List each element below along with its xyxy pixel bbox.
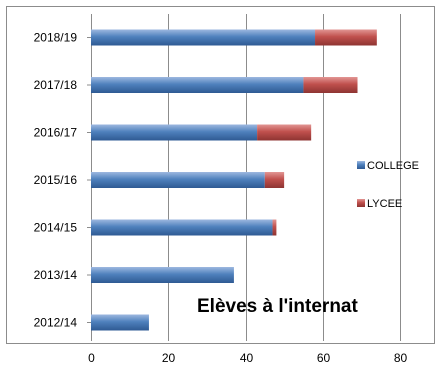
bar-lycee-2018-19 bbox=[315, 29, 377, 46]
legend-label-college: COLLEGE bbox=[367, 160, 419, 172]
x-tick-label-60: 60 bbox=[317, 351, 331, 365]
y-tick-label-2012-14: 2012/14 bbox=[34, 316, 78, 330]
bar-lycee-2016-17 bbox=[257, 124, 312, 141]
bar-college-2017-18 bbox=[91, 77, 304, 93]
bar-college-2014-15 bbox=[91, 219, 273, 236]
bar-college-2018-19 bbox=[91, 29, 316, 46]
legend-swatch-college bbox=[357, 161, 365, 169]
y-tick-label-2017-18: 2017/18 bbox=[34, 78, 78, 92]
y-tick-label-2015-16: 2015/16 bbox=[34, 173, 78, 187]
x-tick-label-80: 80 bbox=[394, 351, 408, 365]
y-tick-label-2016-17: 2016/17 bbox=[34, 126, 78, 140]
bar-lycee-2014-15 bbox=[272, 219, 277, 236]
y-tick-label-2014-15: 2014/15 bbox=[34, 221, 78, 235]
bar-lycee-2015-16 bbox=[264, 172, 285, 188]
legend-swatch-lycee bbox=[357, 199, 365, 207]
bar-college-2016-17 bbox=[91, 124, 258, 141]
bar-college-2012-14 bbox=[91, 314, 149, 331]
y-tick-label-2018-19: 2018/19 bbox=[34, 31, 78, 45]
x-tick-label-0: 0 bbox=[88, 351, 95, 365]
y-tick-label-2013-14: 2013/14 bbox=[34, 268, 78, 282]
bar-college-2015-16 bbox=[91, 172, 265, 188]
legend-label-lycee: LYCEE bbox=[367, 198, 402, 210]
bar-lycee-2017-18 bbox=[303, 77, 358, 93]
x-tick-label-20: 20 bbox=[162, 351, 176, 365]
x-tick-label-40: 40 bbox=[240, 351, 254, 365]
bar-college-2013-14 bbox=[91, 267, 234, 283]
chart-title: Elèves à l'internat bbox=[197, 296, 358, 317]
